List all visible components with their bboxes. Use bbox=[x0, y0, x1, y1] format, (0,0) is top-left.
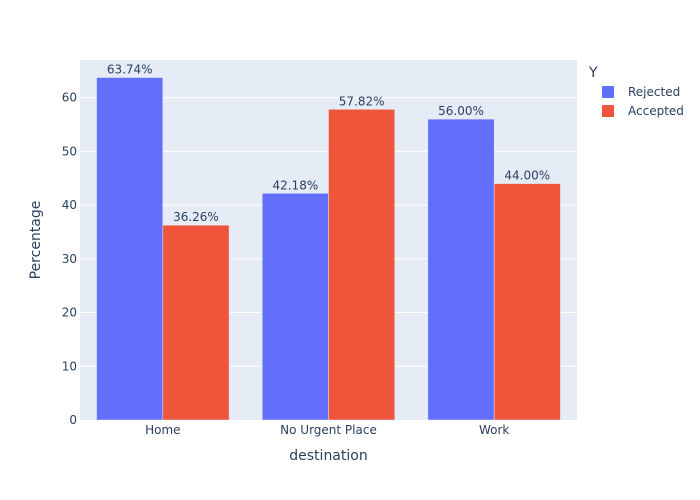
x-tick-label: Home bbox=[145, 423, 180, 437]
legend: Y Rejected Accepted bbox=[588, 65, 684, 118]
y-axis-title: Percentage bbox=[28, 201, 44, 280]
bar-value-label: 42.18% bbox=[272, 178, 318, 192]
bar-value-label: 56.00% bbox=[438, 104, 484, 118]
y-tick-label: 10 bbox=[62, 359, 77, 373]
bar-value-label: 57.82% bbox=[339, 94, 385, 108]
bar-value-label: 63.74% bbox=[107, 63, 153, 77]
bar-value-label: 36.26% bbox=[173, 210, 219, 224]
y-axis-ticks: 0 10 20 30 40 50 60 bbox=[62, 91, 77, 427]
bar-labels: 63.74% 36.26% 42.18% 57.82% 56.00% 44.00% bbox=[107, 63, 550, 225]
x-axis-ticks: Home No Urgent Place Work bbox=[145, 423, 509, 437]
bar-rejected bbox=[261, 193, 329, 421]
legend-title: Y bbox=[588, 65, 598, 81]
x-tick-label: Work bbox=[479, 423, 509, 437]
y-tick-label: 40 bbox=[62, 198, 77, 212]
legend-label-rejected: Rejected bbox=[628, 85, 680, 99]
legend-swatch-rejected bbox=[602, 86, 614, 98]
x-axis-title: destination bbox=[289, 448, 367, 464]
legend-swatch-accepted bbox=[602, 105, 614, 117]
y-tick-label: 30 bbox=[62, 252, 77, 266]
bar-accepted bbox=[162, 224, 230, 421]
x-tick-label: No Urgent Place bbox=[280, 423, 377, 437]
y-tick-label: 20 bbox=[62, 306, 77, 320]
bar-value-label: 44.00% bbox=[504, 169, 550, 183]
bar-rejected bbox=[96, 77, 164, 421]
y-tick-label: 60 bbox=[62, 91, 77, 105]
bar-accepted bbox=[328, 109, 396, 421]
y-tick-label: 0 bbox=[69, 413, 77, 427]
y-tick-label: 50 bbox=[62, 144, 77, 158]
bars bbox=[96, 77, 561, 421]
legend-label-accepted: Accepted bbox=[628, 104, 684, 118]
bar-accepted bbox=[493, 183, 561, 421]
bar-rejected bbox=[427, 118, 495, 421]
